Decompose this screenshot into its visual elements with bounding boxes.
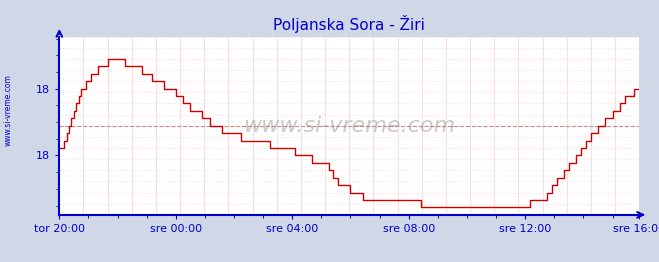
Text: www.si-vreme.com: www.si-vreme.com [3, 74, 13, 146]
Text: www.si-vreme.com: www.si-vreme.com [243, 116, 455, 136]
Title: Poljanska Sora - Žiri: Poljanska Sora - Žiri [273, 15, 425, 33]
